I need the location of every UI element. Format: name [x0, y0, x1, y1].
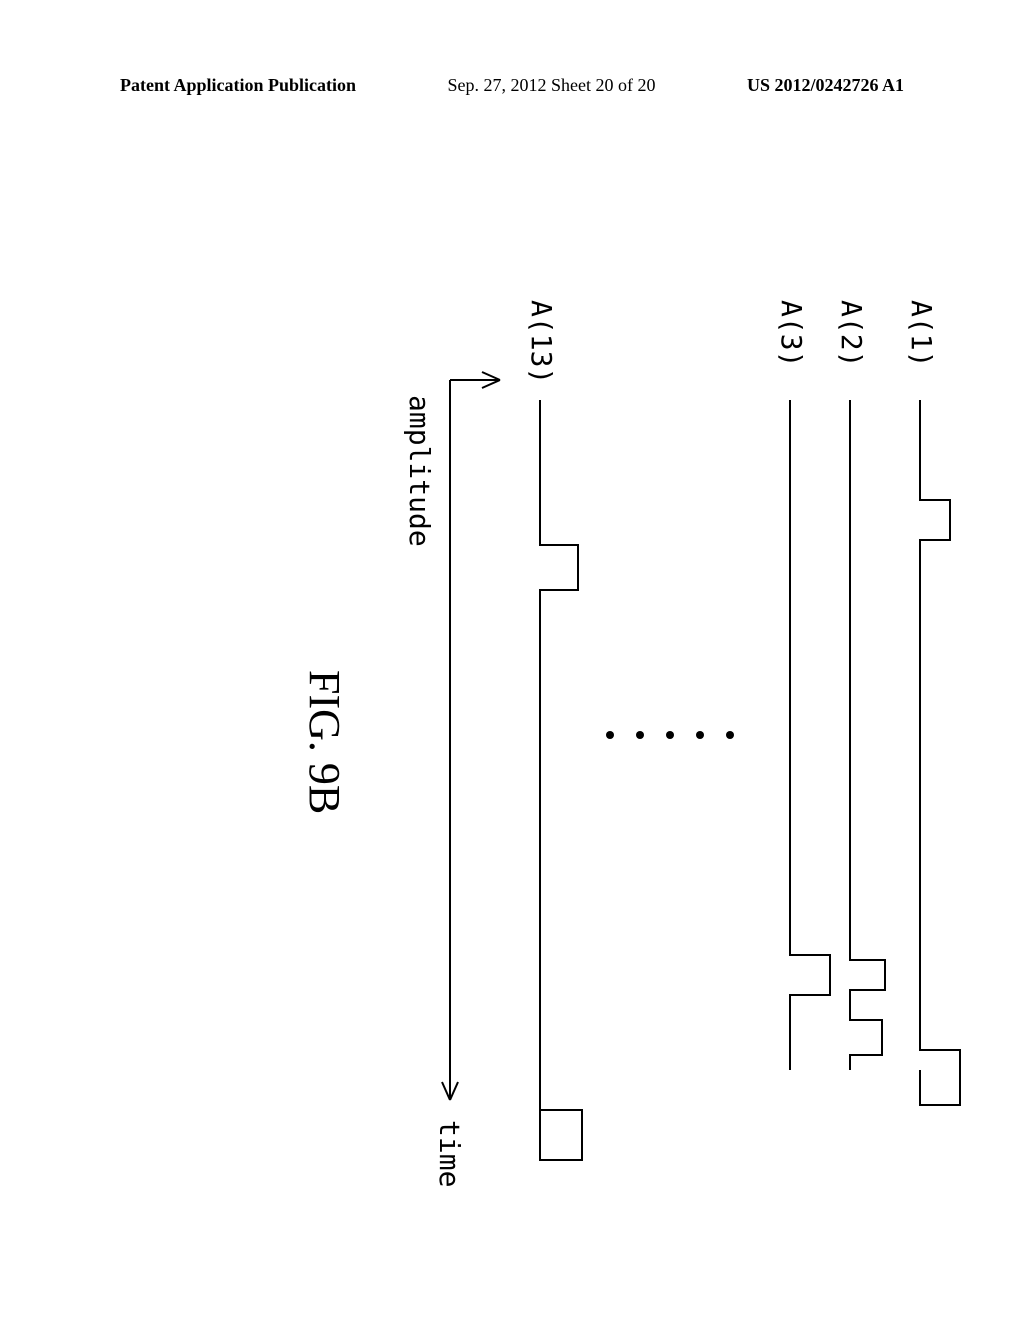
header-date-sheet: Sep. 27, 2012 Sheet 20 of 20: [448, 75, 656, 96]
ellipsis-dot: [696, 731, 704, 739]
signal-waveform-1: [850, 400, 885, 1070]
signal-label-1: A(2): [835, 300, 868, 367]
signal-label-3: A(13): [525, 300, 558, 384]
figure-caption: FIG. 9B: [300, 670, 349, 814]
signal-label-2: A(3): [775, 300, 808, 367]
ellipsis-dot: [636, 731, 644, 739]
signal-waveform-2: [790, 400, 830, 1070]
figure-container: A(1)A(2)A(3)A(13)amplitudetimeFIG. 9B: [10, 270, 1010, 1050]
timing-diagram: A(1) A(2) A(3) A(13) amplitude time FIG. 9B: [230, 270, 1010, 1270]
page-header: Patent Application Publication Sep. 27, …: [0, 75, 1024, 96]
ellipsis-dot: [666, 731, 674, 739]
signal-label-0: A(1): [905, 300, 938, 367]
header-publication: Patent Application Publication: [120, 75, 356, 96]
x-axis-label: time: [433, 1120, 466, 1187]
signal-waveform-0: [920, 400, 960, 1105]
ellipsis-dot: [606, 731, 614, 739]
signal-waveform-3: [540, 400, 582, 1160]
header-patent-number: US 2012/0242726 A1: [747, 75, 904, 96]
ellipsis-dot: [726, 731, 734, 739]
y-axis-label: amplitude: [403, 395, 436, 547]
